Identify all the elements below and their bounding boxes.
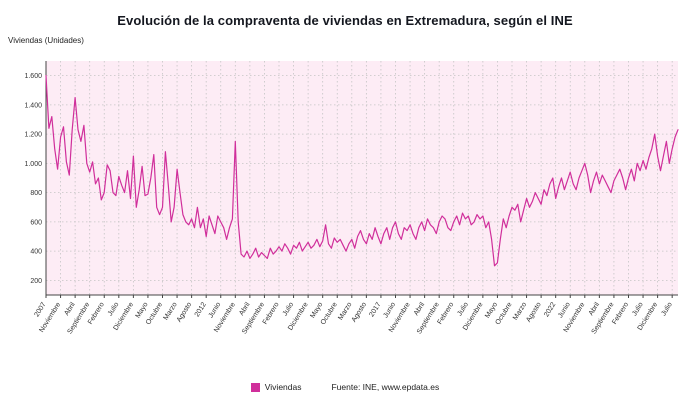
y-tick-label: 1.000 [24,161,42,168]
legend-item-viviendas[interactable]: Viviendas [250,382,302,392]
y-tick-label: 600 [30,219,42,226]
x-tick-label: Julio [107,301,121,317]
y-tick-label: 200 [30,278,42,285]
x-tick-label: Junio [557,301,572,319]
x-tick-label: 2017 [368,301,382,318]
y-tick-label: 1.200 [24,132,42,139]
x-tick-label: Junio [208,301,223,319]
x-tick-label: 2007 [34,301,48,318]
x-tick-label: Agosto [351,301,369,323]
y-tick-label: 1.400 [24,102,42,109]
source-text: Fuente: INE, www.epdata.es [331,382,440,392]
x-tick-label: 2012 [194,301,208,318]
x-tick-label: Junio [382,301,397,319]
chart-title: Evolución de la compraventa de viviendas… [117,13,573,28]
x-tick-label: Abril [413,301,427,317]
x-tick-label: Agosto [176,301,194,323]
legend-swatch [250,382,260,392]
x-tick-label: Abril [238,301,252,317]
x-tick-label: Agosto [525,301,543,323]
x-tick-label: Julio [282,301,296,317]
x-tick-label: Mayo [484,301,499,319]
y-tick-label: 800 [30,190,42,197]
x-tick-label: Julio [456,301,470,317]
x-tick-label: Mayo [135,301,150,319]
line-chart-svg: 2004006008001.0001.2001.4001.6002007Novi… [24,61,679,335]
x-tick-label: Julio [660,301,674,317]
y-axis-title: Viviendas (Unidades) [8,36,84,45]
legend-label: Viviendas [264,382,302,392]
x-tick-label: 2022 [543,301,557,318]
x-tick-label: Abril [63,301,77,317]
x-tick-label: Julio [631,301,645,317]
legend: Viviendas Fuente: INE, www.epdata.es [0,382,690,392]
series-line [45,75,679,267]
y-tick-label: 1.600 [24,73,42,80]
x-tick-label: Abril [588,301,602,317]
y-tick-label: 400 [30,249,42,256]
